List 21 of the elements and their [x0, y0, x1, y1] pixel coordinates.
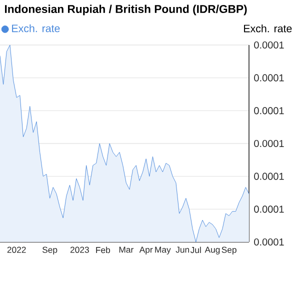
y-tick-label: 0.0001	[254, 107, 284, 114]
legend-label: Exch. rate	[12, 24, 60, 32]
x-tick-label: Aug	[204, 246, 220, 254]
x-tick-label: Sep	[42, 246, 58, 255]
y-tick-label: 0.0001	[254, 41, 284, 49]
y-tick-label: 0.0001	[254, 238, 284, 246]
x-tick-label: Feb	[96, 246, 110, 254]
chart-title: Indonesian Rupiah / British Pound (IDR/GBP)	[5, 4, 247, 16]
x-tick-label: Mar	[119, 246, 134, 253]
x-tick-label: 2023	[70, 246, 89, 253]
x-tick-label: Apr	[139, 246, 153, 254]
y-axis-title: Exch. rate	[244, 24, 292, 32]
y-tick-label: 0.0001	[254, 172, 284, 180]
x-tick-label: 2022	[7, 246, 26, 253]
y-tick-label: 0.0001	[254, 206, 284, 213]
x-tick-label: Jun	[176, 246, 190, 253]
x-tick-label: Sep	[222, 246, 236, 255]
y-tick-label: 0.0001	[254, 140, 284, 148]
x-tick-label: Jul	[190, 246, 201, 254]
x-tick-label: May	[155, 246, 171, 254]
y-tick-label: 0.0001	[254, 74, 284, 82]
